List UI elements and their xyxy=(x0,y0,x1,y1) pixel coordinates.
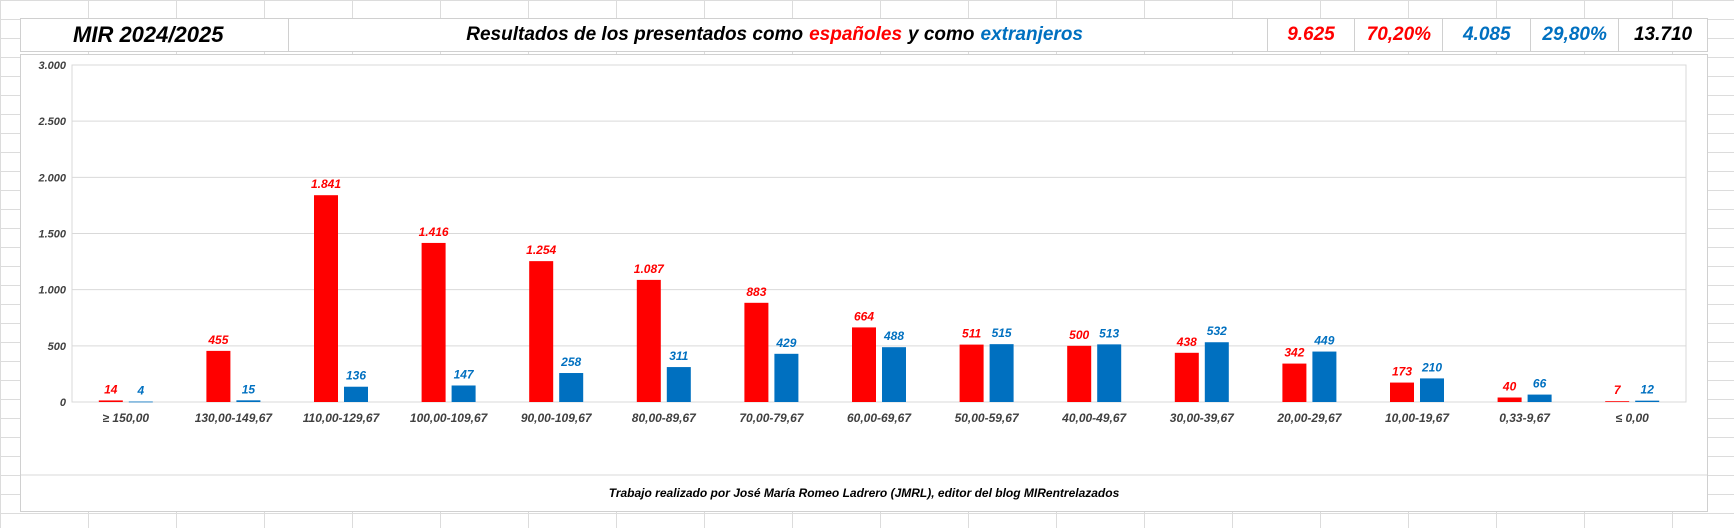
spanish-percentage: 70,20% xyxy=(1355,19,1444,51)
data-label-foreign: 210 xyxy=(1421,360,1442,374)
bar-foreign xyxy=(344,386,368,402)
chart-area: 0 500 1.000 1.500 2.000 2.500 3.000 14 4 ≥ 150,00… xyxy=(20,54,1708,512)
subtitle-prefix: Resultados de los presentados como xyxy=(466,24,804,45)
data-label-spanish: 455 xyxy=(207,333,228,347)
data-label-spanish: 342 xyxy=(1284,346,1304,360)
x-tick-label: 110,00-129,67 xyxy=(303,411,381,425)
data-label-foreign: 488 xyxy=(883,329,904,343)
data-label-spanish: 883 xyxy=(746,285,766,299)
y-tick-label: 3.000 xyxy=(38,60,66,72)
x-tick-label: 50,00-59,67 xyxy=(955,411,1020,425)
data-label-foreign: 311 xyxy=(669,349,688,363)
bar-foreign xyxy=(128,401,153,403)
bar-spanish xyxy=(1497,397,1522,402)
data-label-spanish: 1.841 xyxy=(311,177,341,191)
data-label-foreign: 532 xyxy=(1207,324,1227,338)
data-label-spanish: 438 xyxy=(1176,335,1197,349)
subtitle-foreign: extranjeros xyxy=(980,24,1083,45)
grand-total: 13.710 xyxy=(1633,24,1693,45)
data-label-foreign: 513 xyxy=(1099,326,1119,340)
x-tick-label: 30,00-39,67 xyxy=(1170,411,1235,425)
x-tick-label: 60,00-69,67 xyxy=(847,411,912,425)
header-bar: MIR 2024/2025 Resultados de los presenta… xyxy=(20,18,1708,52)
x-tick-label: 90,00-109,67 xyxy=(521,411,593,425)
x-tick-label: 40,00-49,67 xyxy=(1061,411,1127,425)
data-label-spanish: 664 xyxy=(854,309,874,323)
x-tick-label: 20,00-29,67 xyxy=(1276,411,1342,425)
bar-foreign xyxy=(882,347,906,402)
foreign-total: 4.085 xyxy=(1443,19,1532,51)
bar-foreign xyxy=(774,353,799,402)
y-tick-label: 2.000 xyxy=(37,172,66,184)
x-tick-label: ≤ 0,00 xyxy=(1616,411,1650,425)
bar-spanish xyxy=(1067,345,1092,402)
bar-foreign xyxy=(989,344,1014,402)
x-tick-label: 70,00-79,67 xyxy=(739,411,804,425)
bar-foreign xyxy=(1097,344,1122,402)
bar-spanish xyxy=(421,242,446,402)
x-tick-label: ≥ 150,00 xyxy=(102,411,149,425)
data-label-spanish: 40 xyxy=(1502,380,1517,394)
bar-spanish xyxy=(1174,352,1199,402)
bar-foreign xyxy=(1420,378,1444,402)
data-label-spanish: 7 xyxy=(1614,383,1622,397)
bar-foreign xyxy=(666,367,691,402)
bar-foreign xyxy=(1204,342,1229,402)
bar-foreign xyxy=(1635,400,1660,402)
data-label-foreign: 449 xyxy=(1313,334,1334,348)
data-label-foreign: 429 xyxy=(775,336,796,350)
bar-spanish xyxy=(744,302,769,402)
bar-foreign xyxy=(1527,394,1552,402)
data-label-foreign: 515 xyxy=(992,326,1012,340)
data-label-foreign: 147 xyxy=(454,367,475,381)
data-label-spanish: 1.087 xyxy=(634,262,665,276)
bar-spanish xyxy=(98,400,123,402)
data-label-spanish: 500 xyxy=(1069,328,1089,342)
subtitle-mid: y como xyxy=(908,24,975,45)
bar-spanish xyxy=(636,279,661,402)
bar-spanish xyxy=(206,350,231,402)
bar-foreign xyxy=(451,385,476,402)
bar-chart: 0 500 1.000 1.500 2.000 2.500 3.000 14 4 ≥ 150,00… xyxy=(21,60,1707,500)
data-label-spanish: 511 xyxy=(962,327,981,341)
data-label-foreign: 66 xyxy=(1533,377,1547,391)
data-label-foreign: 258 xyxy=(560,355,581,369)
bar-foreign xyxy=(236,400,261,402)
data-label-spanish: 1.254 xyxy=(526,243,556,257)
y-tick-label: 2.500 xyxy=(37,116,66,128)
chart-subtitle: Resultados de los presentados como españ… xyxy=(289,19,1268,51)
bar-foreign xyxy=(1312,351,1337,402)
y-tick-label: 1.000 xyxy=(38,285,66,297)
foreign-percentage: 29,80% xyxy=(1531,19,1620,51)
bar-spanish xyxy=(959,344,984,402)
chart-footer: Trabajo realizado por José María Romeo L… xyxy=(609,486,1120,500)
bar-spanish xyxy=(852,327,876,402)
x-tick-label: 80,00-89,67 xyxy=(632,411,697,425)
data-label-foreign: 4 xyxy=(136,384,144,398)
subtitle-spanish: españoles xyxy=(809,24,903,45)
bar-spanish xyxy=(314,195,338,402)
data-label-foreign: 15 xyxy=(242,382,256,396)
bar-spanish xyxy=(1390,382,1414,402)
x-tick-label: 10,00-19,67 xyxy=(1385,411,1450,425)
data-label-spanish: 1.416 xyxy=(419,225,449,239)
data-label-foreign: 12 xyxy=(1641,383,1655,397)
bar-spanish xyxy=(529,261,554,402)
bar-foreign xyxy=(559,373,584,402)
data-label-foreign: 136 xyxy=(346,369,366,383)
bar-spanish xyxy=(1605,401,1630,403)
y-tick-label: 500 xyxy=(48,341,67,353)
bar-spanish xyxy=(1282,363,1307,402)
x-tick-label: 0,33-9,67 xyxy=(1499,411,1551,425)
page-title: MIR 2024/2025 xyxy=(21,19,289,51)
x-tick-label: 130,00-149,67 xyxy=(195,411,274,425)
y-tick-label: 1.500 xyxy=(38,229,66,241)
y-tick-label: 0 xyxy=(60,397,67,409)
x-tick-label: 100,00-109,67 xyxy=(410,411,489,425)
spanish-total: 9.625 xyxy=(1268,19,1356,51)
data-label-spanish: 14 xyxy=(104,382,118,396)
data-label-spanish: 173 xyxy=(1392,365,1412,379)
